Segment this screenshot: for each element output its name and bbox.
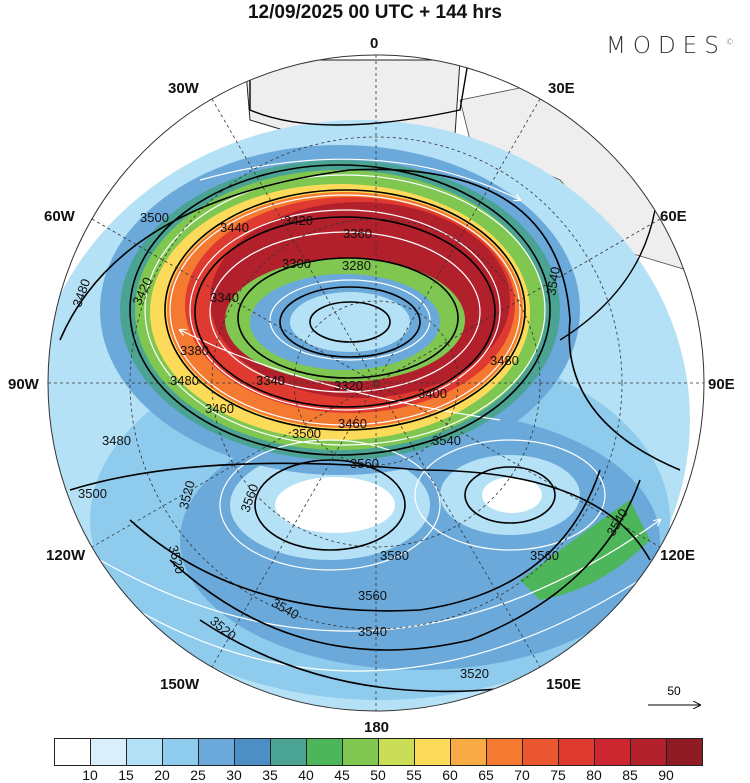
colorbar-swatch — [127, 739, 163, 765]
contour-label: 3500 — [78, 486, 107, 501]
contour-label: 3560 — [530, 548, 559, 563]
lon-label-30w: 30W — [168, 80, 200, 97]
contour-label: 3520 — [460, 666, 489, 681]
map-title: 12/09/2025 00 UTC + 144 hrs — [247, 2, 503, 23]
contour-label: 3280 — [342, 258, 371, 273]
colorbar-tick-label: 65 — [478, 767, 494, 783]
lon-label-90w: 90W — [8, 376, 40, 393]
contour-label: 3540 — [358, 624, 387, 639]
contour-label: 3360 — [343, 226, 372, 241]
logo-text: MODES — [606, 33, 726, 59]
lon-label-120w: 120W — [46, 547, 86, 564]
colorbar-tick-label: 40 — [298, 767, 314, 783]
colorbar — [54, 738, 703, 766]
lon-label-120e: 120E — [660, 547, 695, 564]
colorbar-tick-label: 50 — [370, 767, 386, 783]
colorbar-tick-label: 20 — [154, 767, 170, 783]
colorbar-swatch — [307, 739, 343, 765]
colorbar-tick-label: 25 — [190, 767, 206, 783]
colorbar-swatch — [91, 739, 127, 765]
colorbar-swatch — [451, 739, 487, 765]
colorbar-swatch — [415, 739, 451, 765]
contour-label: 3580 — [380, 548, 409, 563]
colorbar-tick-label: 75 — [550, 767, 566, 783]
modes-logo: MODES© — [606, 33, 734, 59]
colorbar-tick-label: 35 — [262, 767, 278, 783]
colorbar-swatch — [199, 739, 235, 765]
contour-label: 3480 — [490, 353, 519, 368]
colorbar-tick-label: 10 — [82, 767, 98, 783]
contour-label: 3320 — [334, 378, 363, 393]
colorbar-ticks: 10 15 20 25 30 35 40 45 50 55 60 65 70 75 80 85 90 — [54, 767, 704, 783]
height-contours — [59, 55, 681, 693]
colorbar-swatch — [631, 739, 667, 765]
polar-map: 3500 3480 3420 3440 3420 3360 3300 3280 … — [8, 35, 735, 735]
colorbar-tick-label: 60 — [442, 767, 458, 783]
contour-label: 3560 — [358, 588, 387, 603]
map-boundary — [47, 54, 705, 712]
longitude-labels: 0 30E 60E 90E 120E 150E 180 150W 120W 90… — [8, 35, 735, 735]
colorbar-tick-label: 85 — [622, 767, 638, 783]
colorbar-tick-label: 55 — [406, 767, 422, 783]
colorbar-swatch — [271, 739, 307, 765]
streamlines — [99, 158, 670, 672]
contour-label: 3500 — [292, 426, 321, 441]
wind-speed-field — [48, 55, 704, 711]
lon-label-60e: 60E — [660, 208, 687, 225]
contour-label: 3520 — [176, 479, 198, 511]
colorbar-swatch — [379, 739, 415, 765]
contour-label: 3340 — [210, 290, 239, 305]
colorbar-swatch — [163, 739, 199, 765]
colorbar-swatch — [235, 739, 271, 765]
graticule — [48, 55, 704, 711]
lon-label-180: 180 — [364, 719, 389, 735]
logo-mark: © — [725, 37, 734, 47]
lon-label-150w: 150W — [160, 676, 200, 693]
contour-label: 3400 — [418, 386, 447, 401]
colorbar-tick-label: 80 — [586, 767, 602, 783]
lon-label-90e: 90E — [708, 376, 735, 393]
contour-label: 3540 — [432, 433, 461, 448]
colorbar-swatch — [487, 739, 523, 765]
lon-label-150e: 150E — [546, 676, 581, 693]
lon-label-30e: 30E — [548, 80, 575, 97]
contour-label: 3300 — [282, 256, 311, 271]
contour-label: 3460 — [205, 401, 234, 416]
contour-label: 3420 — [284, 213, 313, 228]
colorbar-tick-label: 15 — [118, 767, 134, 783]
contour-label: 3480 — [170, 373, 199, 388]
contour-label: 3500 — [140, 210, 169, 225]
contour-label: 3440 — [220, 220, 249, 235]
lon-label-60w: 60W — [44, 208, 76, 225]
colorbar-swatch — [667, 739, 702, 765]
contour-label: 3340 — [256, 373, 285, 388]
contour-label: 3380 — [180, 343, 209, 358]
lon-label-0: 0 — [370, 35, 378, 52]
colorbar-swatch — [55, 739, 91, 765]
colorbar-tick-label: 30 — [226, 767, 242, 783]
colorbar-swatch — [595, 739, 631, 765]
contour-label: 3560 — [350, 456, 379, 471]
contour-label: 3520 — [166, 544, 188, 576]
colorbar-swatch — [559, 739, 595, 765]
contour-label: 3540 — [543, 265, 563, 296]
colorbar-swatch — [523, 739, 559, 765]
colorbar-tick-label: 45 — [334, 767, 350, 783]
colorbar-tick-label: 90 — [658, 767, 674, 783]
contour-label: 3460 — [338, 416, 367, 431]
reference-vector-label: 50 — [667, 684, 681, 698]
colorbar-tick-label: 70 — [514, 767, 530, 783]
contour-label: 3480 — [102, 433, 131, 448]
colorbar-swatch — [343, 739, 379, 765]
